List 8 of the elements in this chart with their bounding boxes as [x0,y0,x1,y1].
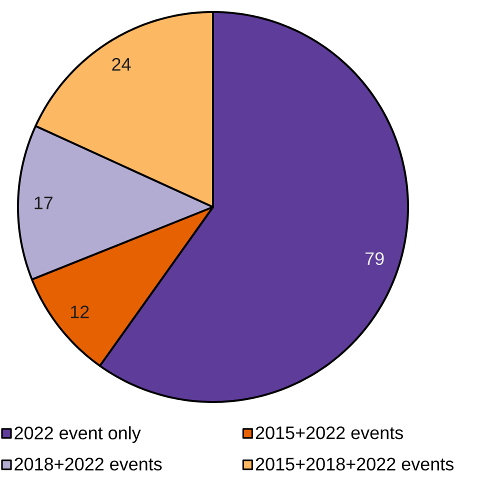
legend-label: 2018+2022 events [14,458,162,470]
legend-label: 2022 event only [14,426,141,443]
data-label: 17 [34,196,53,210]
legend-label: 2015+2022 events [256,426,403,440]
data-label: 79 [366,252,384,266]
data-label: 12 [71,306,89,318]
data-label: 24 [112,58,131,71]
legend-label: 2015+2018+2022 events [256,458,454,470]
